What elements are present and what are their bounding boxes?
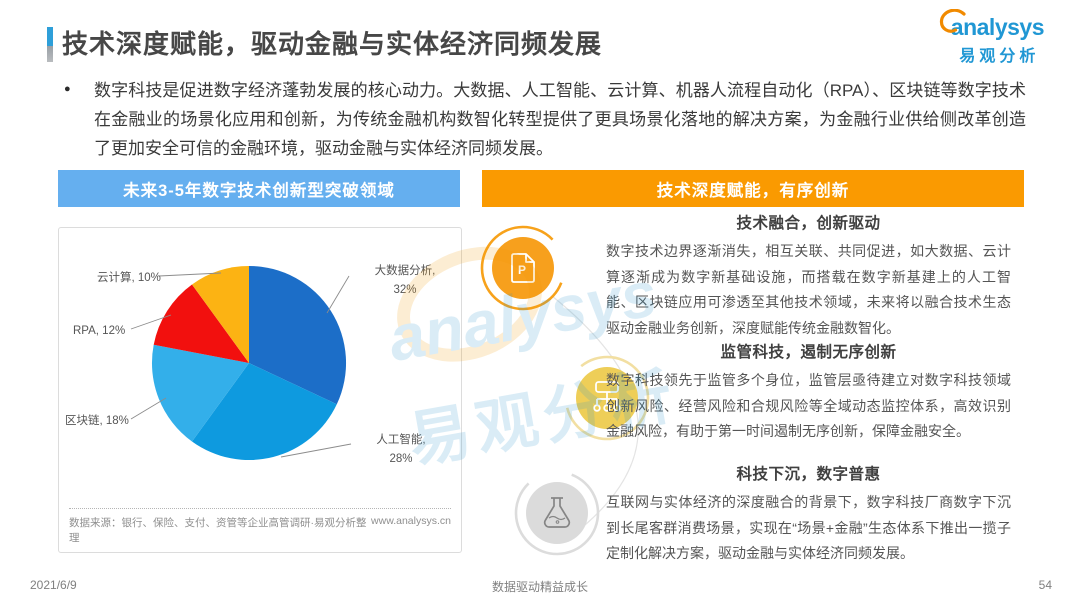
- pie-label-line: 人工智能,: [376, 434, 426, 446]
- intro-paragraph: 数字科技是促进数字经济蓬勃发展的核心动力。大数据、人工智能、云计算、机器人流程自…: [94, 81, 1026, 158]
- section-body: 数字技术边界逐渐消失，相互关联、共同促进，如大数据、云计算逐渐成为数字新基础设施…: [606, 243, 1011, 336]
- pie-chart-panel: 云计算, 10% RPA, 12% 区块链, 18% 大数据分析, 32% 人工…: [58, 227, 462, 553]
- pie-label-blockchain: 区块链, 18%: [65, 412, 129, 431]
- section-title: 科技下沉，数字普惠: [736, 466, 881, 483]
- pie-label-line: RPA, 12%: [73, 325, 126, 337]
- section-body: 互联网与实体经济的深度融合的背景下，数字科技厂商数字下沉到长尾客群消费场景，实现…: [606, 494, 1011, 561]
- leader-line-cloud: [158, 272, 222, 277]
- section-body: 数字科技领先于监管多个身位，监管层亟待建立对数字科技领域创新风险、经营风险和合规…: [606, 372, 1011, 439]
- logo-brand-text: analysys: [950, 14, 1045, 40]
- section-icons: P: [480, 225, 650, 556]
- footer-slogan: 数据驱动精益成长: [491, 580, 588, 594]
- section-title: 监管科技，遏制无序创新: [720, 344, 897, 361]
- leader-line-blockchain: [130, 397, 167, 420]
- right-panel-header: 技术深度赋能，有序创新: [482, 170, 1024, 207]
- document-p-letter: P: [518, 263, 526, 277]
- pie-slice-大数据分析: [249, 266, 347, 405]
- pie-label-cloud: 云计算, 10%: [97, 269, 161, 288]
- pie-label-line: 大数据分析,: [374, 265, 436, 277]
- logo-swoosh-icon: [939, 9, 966, 33]
- document-p-icon: P: [480, 225, 566, 311]
- page-title: 技术深度赋能，驱动金融与实体经济同频发展: [62, 29, 603, 59]
- left-panel-header: 未来3-5年数字技术创新型突破领域: [58, 170, 460, 207]
- pie-chart: [130, 266, 352, 461]
- pie-slice-区块链: [151, 344, 249, 442]
- bullet-marker: ●: [64, 83, 71, 95]
- website-link[interactable]: www.analysys.cn: [371, 515, 451, 527]
- leader-line-bigdata: [326, 275, 350, 314]
- flask-icon: [514, 470, 600, 556]
- pie-label-line: 28%: [389, 453, 413, 465]
- section-tech-inclusion: 科技下沉，数字普惠 互联网与实体经济的深度融合的背景下，数字科技厂商数字下沉到长…: [606, 462, 1011, 567]
- footer-date: 2021/6/9: [30, 578, 77, 592]
- pie-label-rpa: RPA, 12%: [73, 322, 125, 341]
- connector-curve: [551, 295, 639, 526]
- pie-label-line: 区块链, 18%: [65, 415, 129, 427]
- pie-label-line: 云计算, 10%: [97, 272, 161, 284]
- logo-brand-cn: 易观分析: [959, 48, 1040, 65]
- data-source-note: 数据来源：银行、保险、支付、资管等企业高管调研·易观分析整理: [69, 517, 367, 544]
- pie-label-bigdata: 大数据分析, 32%: [349, 262, 461, 300]
- section-tech-fusion: 技术融合，创新驱动 数字技术边界逐渐消失，相互关联、共同促进，如大数据、云计算逐…: [606, 211, 1011, 341]
- right-panel: P 技术融合，创新驱动: [480, 170, 1024, 608]
- leader-line-rpa: [130, 314, 172, 330]
- pie-slice-云计算: [192, 266, 249, 363]
- source-row: 数据来源：银行、保险、支付、资管等企业高管调研·易观分析整理 www.analy…: [69, 508, 451, 545]
- right-panel-header-label: 技术深度赋能，有序创新: [656, 181, 850, 200]
- section-regtech: 监管科技，遏制无序创新 数字科技领先于监管多个身位，监管层亟待建立对数字科技领域…: [606, 340, 1011, 445]
- pie-label-line: 32%: [393, 284, 417, 296]
- left-panel-header-label: 未来3-5年数字技术创新型突破领域: [123, 181, 395, 200]
- pie-slice-RPA: [153, 284, 249, 363]
- pie-label-ai: 人工智能, 28%: [351, 431, 451, 469]
- brand-logo: analysys 易观分析: [939, 9, 1045, 66]
- pie-slice-人工智能: [192, 363, 337, 461]
- pie-slices: [151, 266, 347, 461]
- pie-leader-lines: [130, 272, 352, 458]
- leader-line-ai: [280, 443, 352, 458]
- footer-page-number: 54: [1038, 578, 1052, 592]
- org-chart-icon: [564, 355, 650, 441]
- title-accent-bar: [47, 27, 53, 62]
- section-title: 技术融合，创新驱动: [736, 215, 881, 232]
